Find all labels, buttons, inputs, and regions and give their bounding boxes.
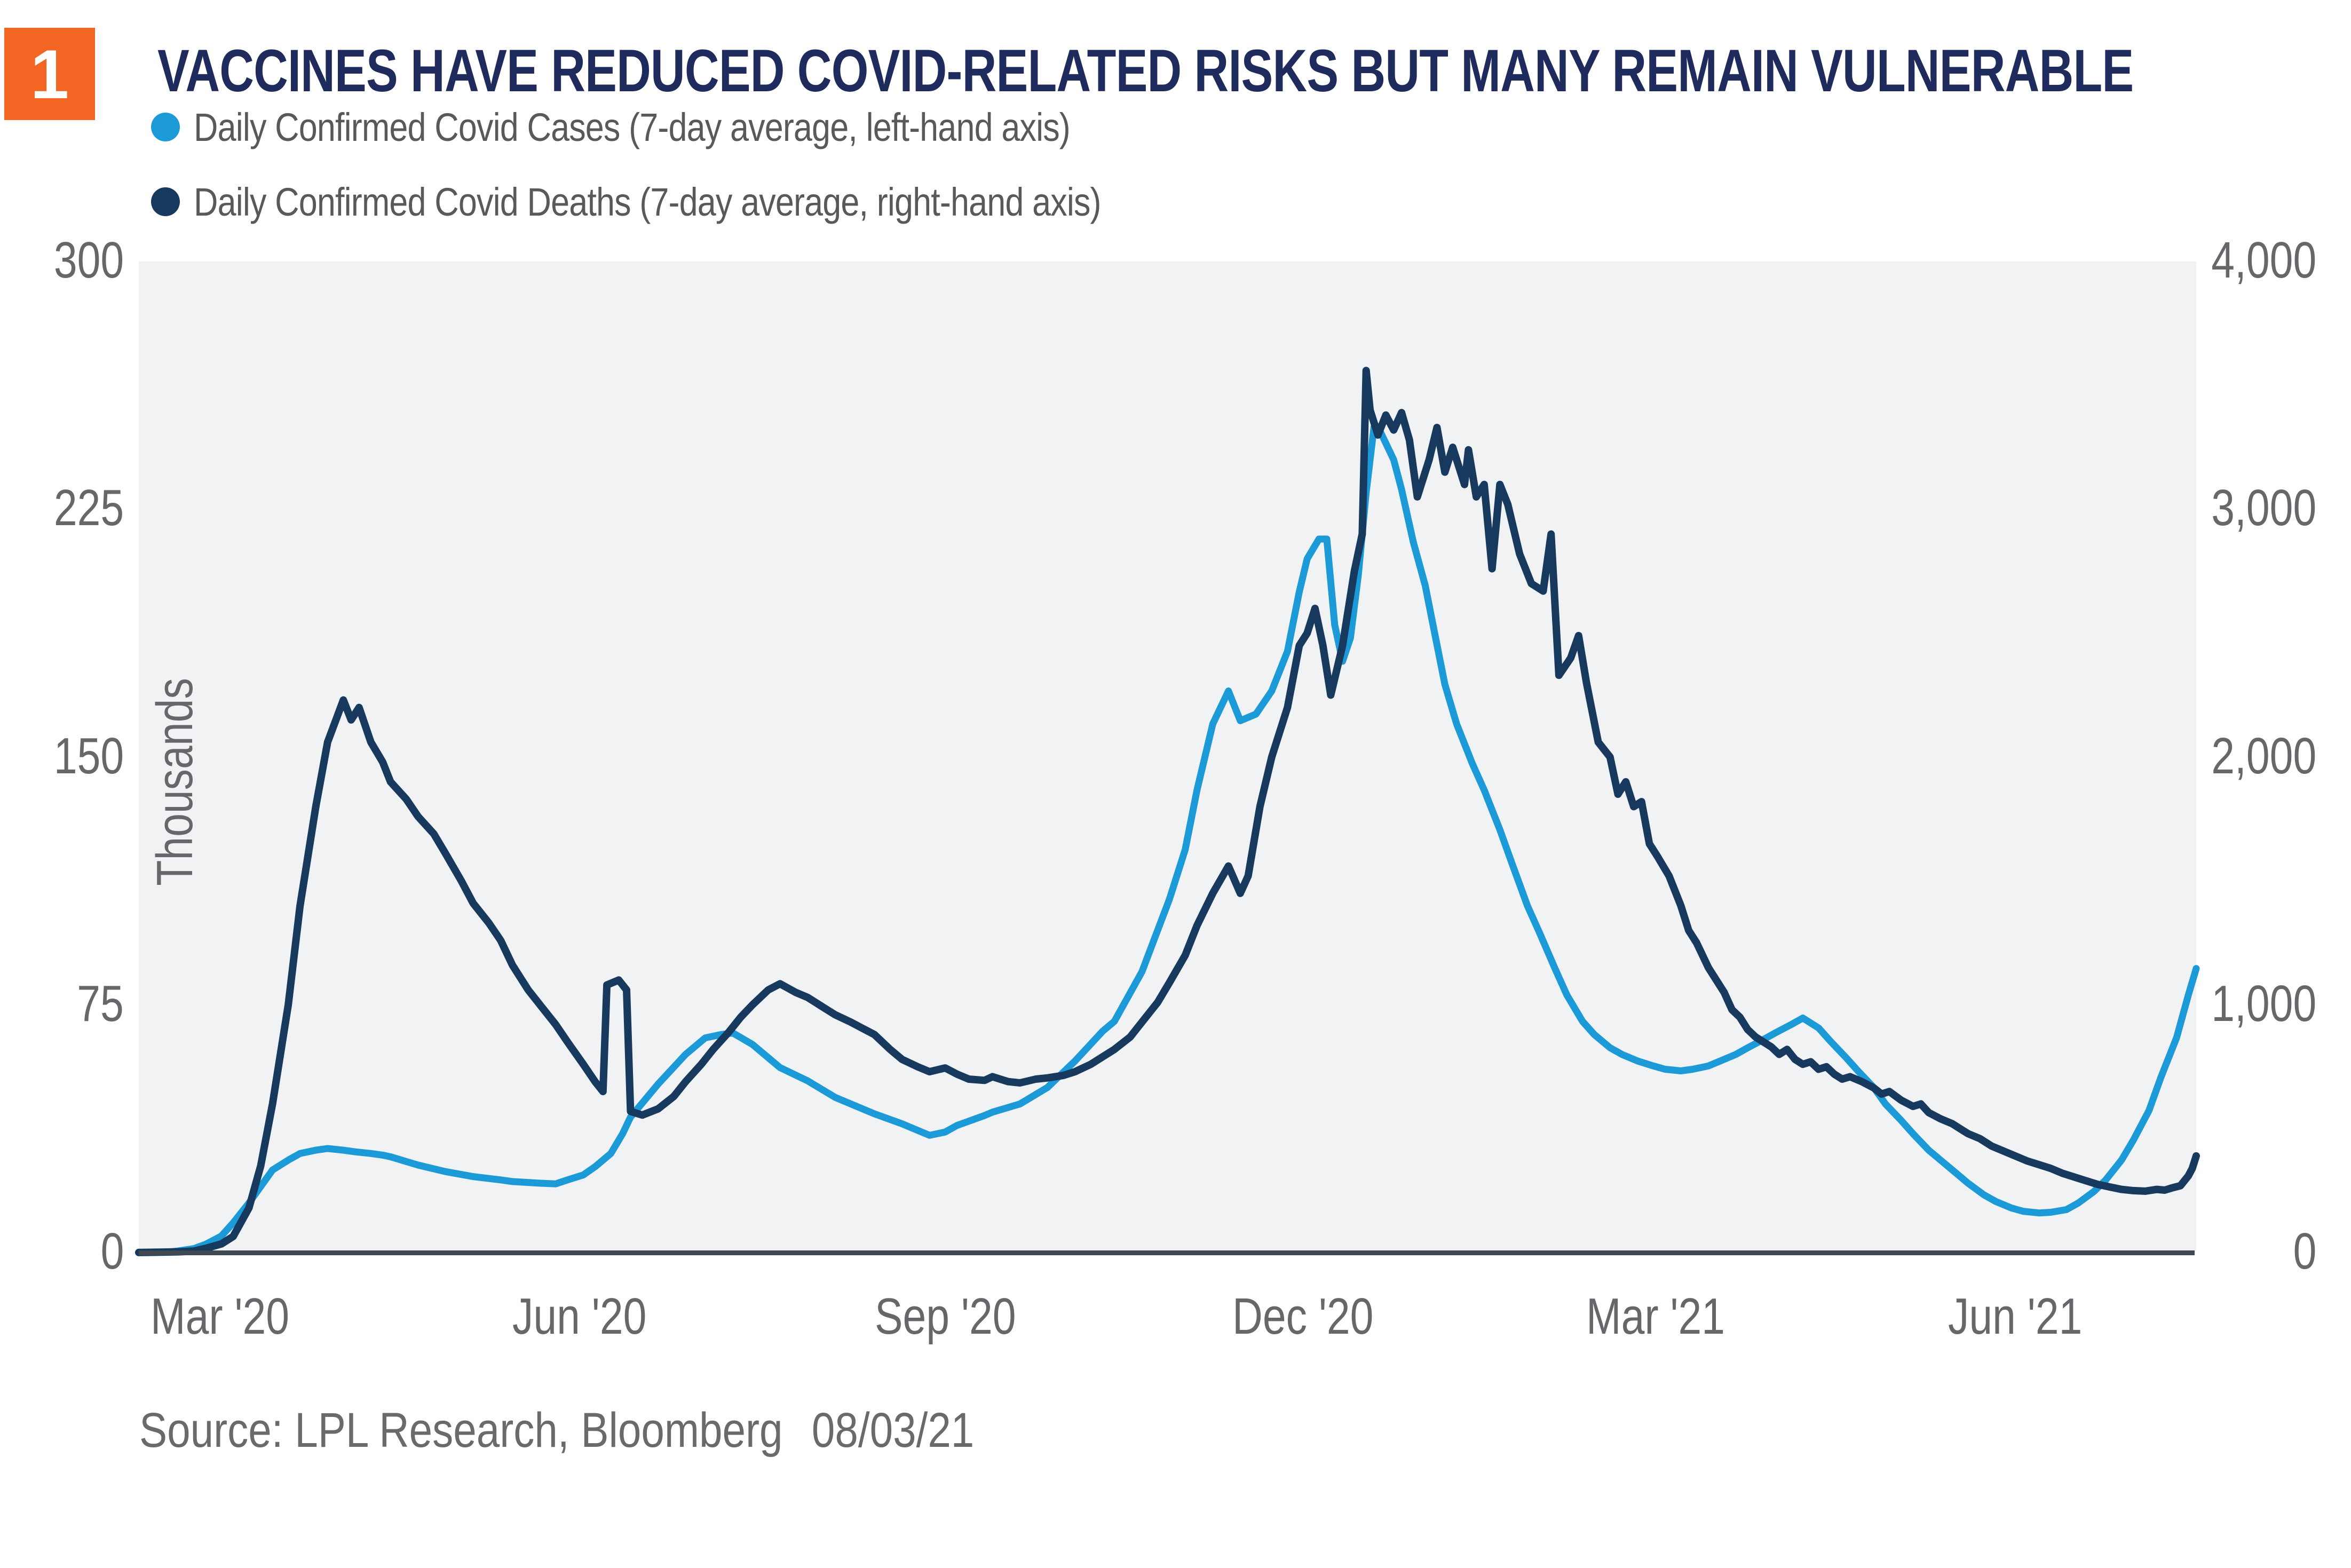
x-axis-tick-Dec20: Dec '20 — [1232, 1288, 1374, 1345]
right-axis-tick-1,000: 1,000 — [2211, 975, 2316, 1032]
figure-number: 1 — [30, 35, 69, 113]
legend-label-cases: Daily Confirmed Covid Cases (7-day avera… — [194, 105, 1071, 149]
x-axis-tick-Jun20: Jun '20 — [512, 1288, 647, 1345]
legend-dot-cases — [151, 113, 180, 141]
left-axis-tick-150: 150 — [53, 727, 124, 785]
left-axis-tick-0: 0 — [100, 1222, 124, 1280]
chart-title: VACCINES HAVE REDUCED COVID-RELATED RISK… — [157, 37, 2134, 104]
left-axis-tick-300: 300 — [53, 231, 124, 289]
figure-number-badge: 1 — [4, 28, 95, 120]
source-date: 08/03/21 — [811, 1403, 975, 1458]
x-axis-tick-Mar21: Mar '21 — [1586, 1288, 1725, 1345]
right-axis-tick-3,000: 3,000 — [2211, 479, 2316, 537]
legend-dot-deaths — [151, 187, 180, 216]
x-axis-tick-labels: Mar '20 Jun '20 Sep '20 Dec '20 Mar '21 Jun '… — [139, 1287, 2196, 1357]
line-chart-canvas — [135, 367, 2200, 1256]
plot-area: Thousands — [135, 262, 2200, 1256]
series-line-cases — [135, 423, 2200, 1256]
source-line: Source: LPL Research, Bloomberg 08/03/21 — [139, 1403, 974, 1459]
left-axis-unit-label: Thousands — [146, 678, 203, 886]
source-text: Source: LPL Research, Bloomberg — [139, 1403, 783, 1458]
right-axis-tick-2,000: 2,000 — [2211, 727, 2316, 785]
right-axis-tick-4,000: 4,000 — [2211, 231, 2316, 289]
series-line-deaths — [135, 367, 2200, 1256]
left-axis-tick-75: 75 — [77, 975, 124, 1032]
x-axis-tick-Jun21: Jun '21 — [1948, 1288, 2083, 1345]
legend: Daily Confirmed Covid Cases (7-day avera… — [151, 97, 1261, 247]
legend-label-deaths: Daily Confirmed Covid Deaths (7-day aver… — [194, 179, 1102, 224]
legend-item-deaths: Daily Confirmed Covid Deaths (7-day aver… — [151, 172, 1261, 232]
right-axis-tick-labels: 4,000 3,000 2,000 1,000 0 — [2192, 232, 2316, 1280]
left-axis-tick-labels: 300 225 150 75 0 — [0, 232, 124, 1280]
x-axis-tick-Mar20: Mar '20 — [150, 1288, 289, 1345]
right-axis-tick-0: 0 — [2293, 1222, 2316, 1280]
x-axis-line — [139, 1250, 2195, 1255]
left-axis-tick-225: 225 — [53, 479, 124, 537]
x-axis-tick-Sep20: Sep '20 — [874, 1288, 1016, 1345]
legend-item-cases: Daily Confirmed Covid Cases (7-day avera… — [151, 97, 1261, 157]
